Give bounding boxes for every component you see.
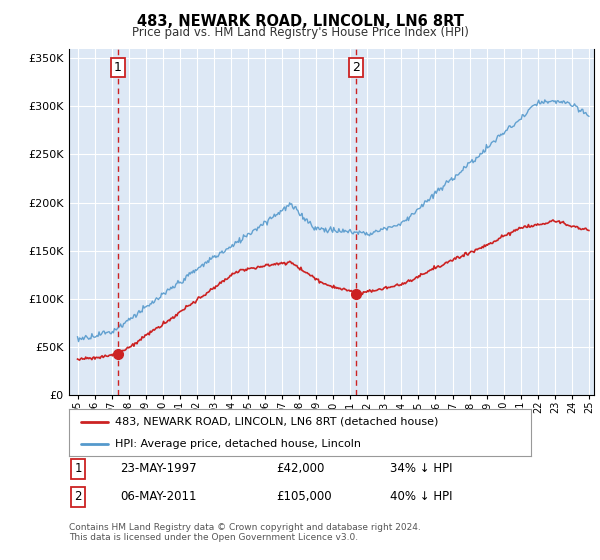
Text: 2: 2 — [352, 61, 360, 74]
Text: HPI: Average price, detached house, Lincoln: HPI: Average price, detached house, Linc… — [115, 438, 361, 449]
Text: 34% ↓ HPI: 34% ↓ HPI — [390, 462, 452, 475]
Text: 40% ↓ HPI: 40% ↓ HPI — [390, 490, 452, 503]
Text: 1: 1 — [74, 462, 82, 475]
Text: Contains HM Land Registry data © Crown copyright and database right 2024.: Contains HM Land Registry data © Crown c… — [69, 523, 421, 532]
Text: £42,000: £42,000 — [276, 462, 325, 475]
Text: 1: 1 — [114, 61, 122, 74]
Text: 23-MAY-1997: 23-MAY-1997 — [120, 462, 197, 475]
Text: £105,000: £105,000 — [276, 490, 332, 503]
Text: 2: 2 — [74, 490, 82, 503]
Text: 483, NEWARK ROAD, LINCOLN, LN6 8RT (detached house): 483, NEWARK ROAD, LINCOLN, LN6 8RT (deta… — [115, 417, 439, 427]
Text: 06-MAY-2011: 06-MAY-2011 — [120, 490, 197, 503]
Text: This data is licensed under the Open Government Licence v3.0.: This data is licensed under the Open Gov… — [69, 533, 358, 542]
Text: Price paid vs. HM Land Registry's House Price Index (HPI): Price paid vs. HM Land Registry's House … — [131, 26, 469, 39]
Text: 483, NEWARK ROAD, LINCOLN, LN6 8RT: 483, NEWARK ROAD, LINCOLN, LN6 8RT — [137, 14, 463, 29]
